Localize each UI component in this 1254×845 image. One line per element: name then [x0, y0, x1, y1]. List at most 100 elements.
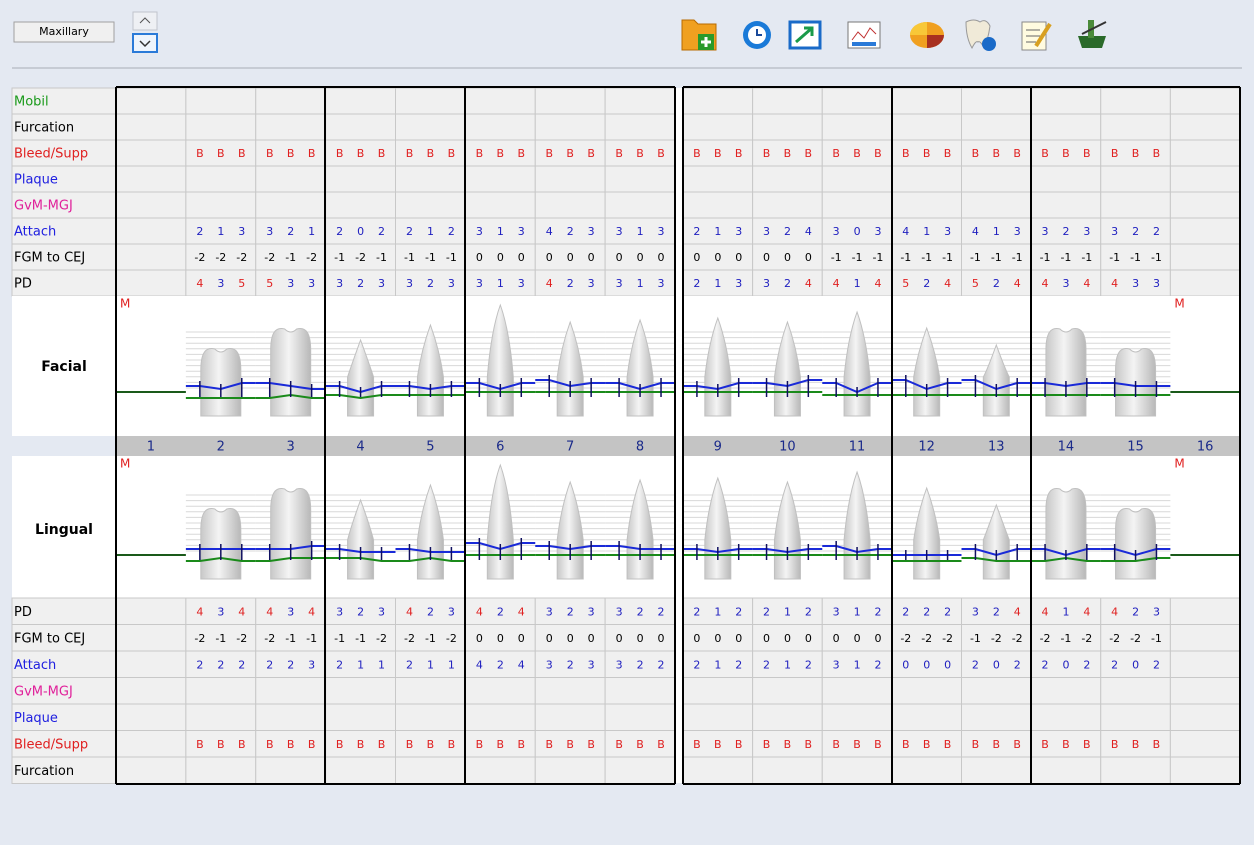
site-value: 0 [616, 251, 623, 264]
site-value: 2 [658, 658, 665, 671]
site-value: B [357, 738, 365, 751]
cell [753, 114, 823, 140]
cell [186, 114, 256, 140]
site-value: 4 [805, 277, 812, 290]
site-value: 3 [1153, 277, 1160, 290]
cell [822, 757, 892, 784]
site-value: B [336, 738, 344, 751]
site-value: 4 [266, 605, 273, 618]
cell [605, 114, 675, 140]
row-label: Plaque [14, 173, 58, 188]
site-value: 0 [902, 658, 909, 671]
row-label: PD [14, 277, 32, 292]
site-value: B [1062, 147, 1070, 160]
site-value: B [657, 738, 665, 751]
cell [1170, 757, 1240, 784]
site-value: 0 [693, 251, 700, 264]
site-value: B [1013, 738, 1021, 751]
site-value: B [406, 738, 414, 751]
tooth-number: 8 [636, 440, 644, 455]
site-value: B [1132, 147, 1140, 160]
site-value: 0 [616, 632, 623, 645]
cell [1170, 140, 1240, 166]
site-value: B [1153, 738, 1161, 751]
tooth-button[interactable] [966, 20, 996, 51]
cell [1031, 166, 1101, 192]
row-label: Plaque [14, 711, 58, 726]
site-value: 0 [637, 251, 644, 264]
cell [326, 704, 396, 731]
perio-chart-screen: Maxillary MobilFurcationBleed/SuppBBBBBB… [0, 0, 1254, 845]
export-button[interactable] [790, 22, 820, 48]
site-value: -1 [425, 251, 436, 264]
site-value: 3 [1083, 225, 1090, 238]
site-value: 4 [1083, 277, 1090, 290]
cell [1170, 270, 1240, 296]
site-value: 1 [854, 605, 861, 618]
site-value: B [874, 147, 882, 160]
site-value: 1 [854, 658, 861, 671]
notes-button[interactable] [1022, 22, 1050, 50]
site-value: B [448, 147, 456, 160]
site-value: 0 [497, 251, 504, 264]
graph-button[interactable] [848, 22, 880, 48]
cell [326, 757, 396, 784]
site-value: -1 [355, 632, 366, 645]
tooth-number: 2 [217, 440, 225, 455]
cell [1170, 678, 1240, 705]
cell [396, 114, 466, 140]
tooth [1116, 508, 1156, 579]
site-value: 0 [497, 632, 504, 645]
site-value: 0 [735, 632, 742, 645]
site-value: 0 [854, 632, 861, 645]
scroll-up-button[interactable] [133, 12, 157, 30]
tooth-number: 10 [779, 440, 796, 455]
open-folder-button[interactable] [682, 20, 716, 50]
cell [116, 678, 186, 705]
cell [962, 192, 1032, 218]
site-value: 1 [637, 225, 644, 238]
history-button[interactable] [743, 21, 771, 49]
site-value: 3 [546, 605, 553, 618]
site-value: 3 [378, 605, 385, 618]
cell [892, 678, 962, 705]
cell [116, 192, 186, 218]
cell [753, 757, 823, 784]
site-value: 0 [923, 658, 930, 671]
site-value: 0 [735, 251, 742, 264]
scroll-down-button[interactable] [133, 34, 157, 52]
cell [465, 678, 535, 705]
site-value: B [1132, 738, 1140, 751]
site-value: 2 [874, 658, 881, 671]
pie-button[interactable] [910, 22, 944, 48]
prescription-button[interactable] [1078, 20, 1106, 48]
site-value: B [805, 147, 813, 160]
cell [1101, 192, 1171, 218]
site-value: -2 [1012, 632, 1023, 645]
site-value: 1 [784, 605, 791, 618]
cell [605, 704, 675, 731]
site-value: 3 [588, 658, 595, 671]
site-value: 2 [993, 605, 1000, 618]
site-value: 0 [874, 632, 881, 645]
site-value: 4 [1014, 605, 1021, 618]
site-value: B [714, 738, 722, 751]
cell [116, 598, 186, 625]
cell [116, 244, 186, 270]
site-value: B [1062, 738, 1070, 751]
site-value: 0 [1062, 658, 1069, 671]
site-value: B [874, 738, 882, 751]
site-value: B [217, 738, 225, 751]
site-value: 1 [378, 658, 385, 671]
cell [822, 114, 892, 140]
site-value: 1 [923, 225, 930, 238]
site-value: 2 [993, 277, 1000, 290]
site-value: 2 [196, 658, 203, 671]
site-value: 2 [1111, 658, 1118, 671]
arch-selector[interactable]: Maxillary [14, 22, 114, 42]
site-value: 2 [238, 658, 245, 671]
site-value: 2 [693, 225, 700, 238]
site-value: B [308, 147, 316, 160]
cell [892, 192, 962, 218]
site-value: B [217, 147, 225, 160]
